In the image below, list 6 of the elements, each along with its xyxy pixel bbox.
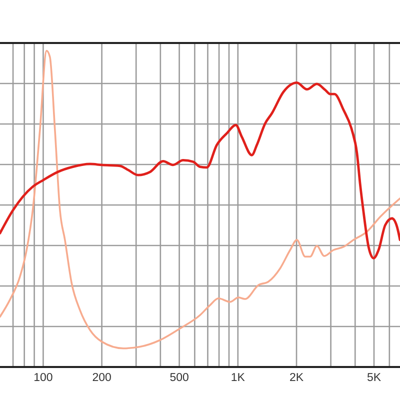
x-tick-label: 500 xyxy=(170,372,189,384)
x-tick-label: 100 xyxy=(34,372,53,384)
x-tick-label: 200 xyxy=(92,372,112,384)
x-tick-label: 1K xyxy=(230,372,246,384)
x-tick-label: 2K xyxy=(289,372,304,384)
x-tick-label: 5K xyxy=(366,372,382,384)
